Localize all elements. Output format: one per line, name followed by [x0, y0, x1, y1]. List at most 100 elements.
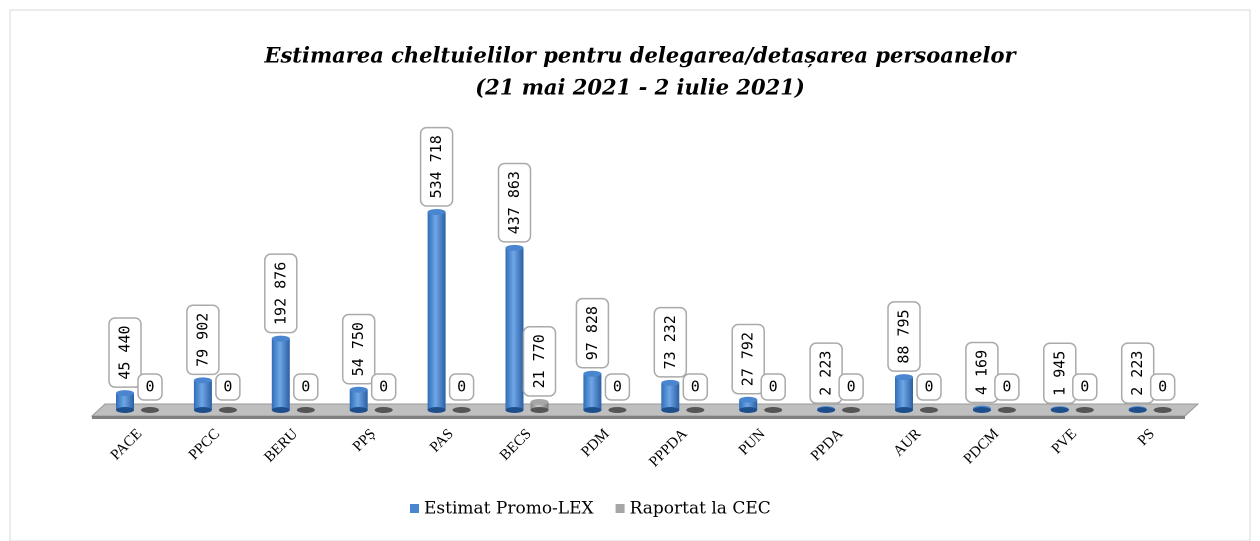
bar-bottom — [842, 407, 861, 413]
value-label-text: 21 770 — [530, 334, 548, 388]
x-tick-label: PUN — [736, 426, 769, 459]
value-label-box — [137, 373, 163, 401]
value-label-box — [215, 373, 241, 401]
value-label: 21 770 — [522, 325, 557, 397]
value-label: 0 — [448, 373, 475, 401]
value-label-text: 79 902 — [193, 313, 211, 367]
bar — [271, 338, 290, 410]
floor-edge — [92, 416, 1185, 419]
bar-bottom — [739, 407, 758, 413]
bar-bottom — [997, 407, 1016, 413]
legend-label: Estimat Promo-LEX — [424, 499, 594, 519]
value-label-text: 4 169 — [972, 350, 990, 395]
value-label: 27 792 — [731, 323, 765, 395]
x-tick-label: PPCC — [186, 426, 223, 463]
x-tick-label: PDCM — [961, 426, 1002, 467]
x-tick-label: BECS — [497, 426, 535, 464]
bar — [193, 380, 212, 410]
value-label-text: 97 828 — [583, 306, 601, 360]
value-label: 88 795 — [887, 301, 921, 372]
value-label-box — [341, 313, 376, 385]
value-label: 0 — [682, 373, 709, 401]
x-tick-label: PAS — [427, 426, 457, 456]
bar-bottom — [349, 407, 368, 413]
bar-bottom — [193, 407, 212, 413]
legend-swatch — [615, 504, 625, 513]
value-label: 0 — [760, 373, 786, 401]
value-label-box — [522, 325, 557, 397]
bar-bottom — [686, 407, 705, 413]
value-label-box — [604, 373, 631, 401]
value-label: 0 — [1072, 373, 1098, 401]
bar-bottom — [1153, 407, 1172, 413]
bar-top — [349, 386, 368, 393]
bar-bottom — [972, 407, 991, 413]
value-label-text: 0 — [847, 378, 856, 396]
bar — [116, 393, 134, 410]
value-label-box — [965, 341, 999, 404]
value-label: 54 750 — [341, 313, 376, 385]
value-label-box — [448, 373, 475, 401]
value-label: 192 876 — [264, 253, 298, 334]
value-label: 0 — [137, 373, 163, 401]
bar — [583, 373, 602, 410]
value-label-box — [1043, 342, 1077, 405]
bar-top — [895, 374, 913, 381]
bar — [895, 377, 913, 410]
bar-bottom — [1128, 407, 1147, 413]
bar-bottom — [764, 407, 783, 413]
value-label-box — [809, 342, 843, 404]
value-label: 0 — [994, 373, 1020, 401]
bar-bottom — [218, 407, 237, 413]
bar-bottom — [271, 407, 290, 413]
bar-bottom — [583, 407, 602, 413]
value-label-text: 0 — [301, 378, 310, 396]
value-label-text: 73 232 — [661, 315, 679, 369]
bar-bottom — [374, 407, 393, 413]
value-label: 0 — [838, 373, 864, 401]
x-tick-label: BERU — [261, 426, 301, 466]
x-tick-label: PVE — [1049, 426, 1080, 457]
bar-bottom — [116, 407, 134, 413]
bar-bottom — [505, 407, 524, 413]
bar — [530, 401, 549, 410]
value-label-text: 0 — [769, 378, 778, 396]
value-label-text: 0 — [457, 378, 466, 396]
bar-bottom — [141, 407, 159, 413]
legend-label: Raportat la CEC — [630, 499, 771, 519]
value-label: 0 — [916, 373, 942, 401]
value-label: 2 223 — [809, 342, 843, 404]
value-label: 534 718 — [419, 126, 454, 207]
value-label: 437 863 — [497, 162, 532, 243]
value-label-text: 0 — [924, 378, 933, 396]
value-label-box — [760, 373, 786, 401]
chart-title: Estimarea cheltuielilor pentru delegarea… — [263, 43, 1017, 68]
value-label: 73 232 — [653, 306, 688, 378]
value-label-text: 0 — [379, 378, 388, 396]
bar-top — [116, 390, 134, 397]
bar — [505, 247, 524, 410]
value-label-box — [419, 126, 454, 207]
chart-frame — [9, 9, 1251, 541]
value-label-box — [653, 306, 688, 378]
value-label: 0 — [215, 373, 241, 401]
value-label-box — [838, 373, 864, 401]
bar-top — [583, 370, 602, 377]
value-label-text: 0 — [613, 378, 622, 396]
bar-bottom — [608, 407, 627, 413]
value-label-box — [887, 301, 921, 372]
value-label-text: 2 223 — [1128, 351, 1146, 396]
bar-bottom — [895, 407, 913, 413]
x-tick-label: PPȘ — [350, 426, 379, 455]
bar — [427, 212, 446, 410]
value-label-text: 0 — [1080, 378, 1089, 396]
bar-bottom — [427, 407, 446, 413]
value-label-box — [1072, 373, 1098, 401]
floor — [90, 403, 1200, 417]
value-label: 0 — [604, 373, 631, 401]
value-label-text: 2 223 — [817, 351, 835, 396]
bar-bottom — [530, 407, 549, 413]
bar-top — [530, 398, 549, 405]
value-label-box — [293, 373, 319, 401]
